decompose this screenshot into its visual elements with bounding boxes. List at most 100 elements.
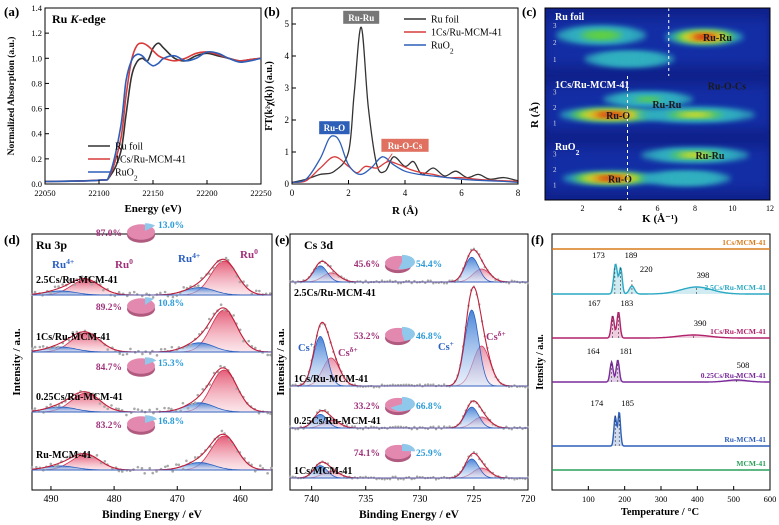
panel-d-point-3-30: [143, 472, 146, 475]
panel-d-point-1-62: [266, 353, 270, 357]
panel-c-xtick-label-0: 2: [581, 204, 585, 213]
panel-d-point-3-36: [166, 464, 169, 468]
panel-d-point-1-50: [219, 303, 223, 306]
panel-e-point-2-45: [410, 428, 413, 431]
panel-d-point-3-38: [175, 463, 178, 466]
panel-d-sample-label-0: 2.5Cs/Ru-MCM-41: [36, 275, 118, 286]
panel-e-label: (e): [275, 232, 289, 247]
panel-a-ytick-label-4: 0.8: [31, 78, 42, 88]
panel-f-peak-label-4-1: 185: [621, 398, 634, 408]
panel-f-curve-0: 1Cs/MCM-41: [552, 238, 770, 250]
panel-d-point-2-42: [190, 402, 194, 406]
panel-c-ytick-1-0: 1: [553, 120, 557, 128]
panel-e-pct-b-0: 54.4%: [416, 260, 442, 270]
panel-e-spectrum-0: 2.5Cs/Ru-MCM-41 45.6% 54.4%: [288, 247, 530, 299]
panel-e-pie-2: [385, 396, 416, 416]
panel-d-point-0-48: [212, 266, 216, 270]
panel-d-point-0-57: [245, 284, 249, 287]
panel-d-point-1-1: [33, 345, 37, 349]
panel-d-point-2-36: [167, 407, 170, 410]
panel-e-point-1-48: [418, 383, 422, 386]
panel-e-peak-label-3: Csδ+: [486, 329, 506, 344]
panel-e-point-0-34: [380, 279, 384, 282]
panel-d-xtick-label-1: 480: [107, 494, 122, 505]
panel-b-xlabel: R (Å): [392, 205, 418, 217]
panel-d-point-2-29: [140, 409, 144, 412]
panel-d-pie-0-minor-slice: [145, 223, 156, 231]
panel-d-point-0-11: [73, 283, 76, 287]
panel-d-point-2-14: [84, 392, 88, 395]
panel-e-point-2-0: [288, 425, 292, 428]
panel-d-pie-2-minor-slice: [145, 357, 157, 365]
panel-e-point-0-53: [432, 282, 435, 285]
panel-b-annot-box-1: [319, 121, 350, 135]
panel-e-title: Cs 3d: [304, 238, 333, 252]
panel-d-point-0-51: [224, 256, 228, 260]
panel-a-xtick-label-0: 22050: [34, 188, 55, 198]
panel-f-xtick-label-0: 100: [582, 494, 595, 504]
panel-e-pie-0-minor-slice: [398, 254, 415, 270]
panel-b-xtick-label-2: 4: [403, 188, 408, 198]
panel-e-point-2-82: [510, 428, 513, 431]
panel-d-point-0-13: [80, 275, 84, 278]
panel-e-pct-a-0: 45.6%: [354, 260, 380, 270]
panel-e-sample-label-3: 1Cs/MCM-41: [294, 466, 352, 477]
panel-d-sample-label-2: 0.25Cs/Ru-MCM-41: [36, 392, 123, 403]
panel-e-point-1-88: [526, 386, 530, 389]
panel-d-point-1-6: [53, 345, 56, 349]
panel-d-point-3-5: [49, 462, 53, 466]
panel-d-pie-1: [127, 297, 155, 317]
panel-e-point-0-81: [507, 282, 511, 285]
panel-d-xtick-label-2: 470: [170, 494, 185, 505]
panel-e-xlabel: Binding Energy / eV: [359, 509, 460, 521]
panel-d-point-1-2: [38, 345, 42, 349]
panel-c-xtick-label-2: 6: [656, 204, 660, 213]
panel-e-point-0-2: [294, 282, 297, 285]
panel-d-point-1-5: [48, 347, 52, 350]
panel-d-point-0-37: [171, 295, 175, 299]
panel-e-pie-0: [385, 254, 415, 274]
panel-d-pie-0: [127, 223, 156, 243]
panel-d-point-0-16: [90, 283, 94, 286]
panel-d-point-3-31: [148, 466, 152, 470]
panel-f-peak-label-1-3: 398: [697, 270, 710, 280]
panel-f-curve-label-0: 1Cs/MCM-41: [722, 238, 766, 247]
panel-d-point-3-0: [30, 466, 34, 469]
panel-d-point-2-35: [163, 406, 166, 410]
panel-d-point-1-26: [129, 347, 132, 351]
panel-b-legend-label-1: 1Cs/Ru-MCM-41: [431, 28, 502, 39]
panel-c-label: (c): [522, 4, 536, 19]
panel-d-point-2-23: [117, 407, 120, 411]
panel-d-point-0-55: [238, 280, 242, 284]
panel-a-xlabel: Energy (eV): [124, 203, 181, 215]
panel-a-xtick-label-1: 22100: [88, 188, 109, 198]
panel-c-frame: [544, 7, 771, 201]
panel-f-curve-4: Ru-MCM-41 174 185: [552, 398, 770, 447]
panel-e-ylabel: Intensity / a.u.: [275, 328, 287, 395]
panel-f-xtick-label-1: 200: [618, 494, 631, 504]
panel-e-point-1-33: [378, 386, 381, 389]
panel-b-xtick-label-3: 6: [459, 188, 464, 198]
panel-d-point-3-24: [120, 470, 124, 473]
panel-c-xtick-label-5: 12: [766, 204, 774, 213]
panel-d-point-1-35: [163, 347, 167, 351]
panel-a-ytick-label-6: 1.2: [31, 28, 42, 38]
panel-a-ytick-label-3: 0.6: [31, 104, 42, 114]
panel-d-point-1-17: [94, 338, 97, 342]
panel-a-ylabel: Normalized Absorption (a.u.): [6, 37, 17, 156]
panel-d-peak-label-0: Ru4+: [52, 257, 74, 272]
panel-d-point-0-8: [61, 283, 64, 286]
panel-d-point-3-17: [95, 454, 99, 457]
panel-f-xtick-label-2: 300: [655, 494, 668, 504]
panel-e-point-3-54: [434, 478, 438, 481]
panel-d-point-2-33: [155, 407, 159, 411]
panel-b-annot-0: Ru-Ru: [348, 13, 374, 23]
panel-e-point-0-52: [429, 279, 432, 282]
panel-a-xtick-label-4: 22250: [250, 188, 271, 198]
panel-d-point-3-63: [269, 466, 273, 470]
panel-d-point-0-58: [250, 292, 254, 296]
panel-d-point-2-63: [269, 412, 272, 415]
panel-c-ytick-0-0: 1: [553, 56, 557, 64]
